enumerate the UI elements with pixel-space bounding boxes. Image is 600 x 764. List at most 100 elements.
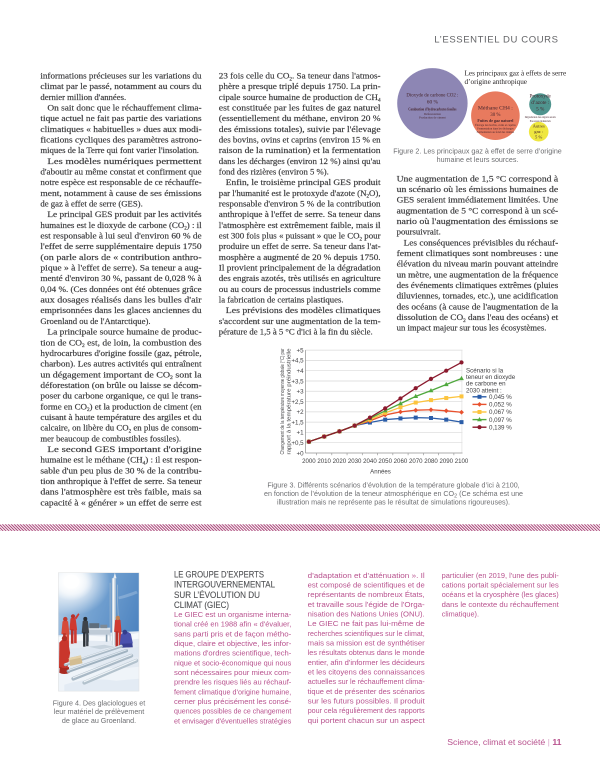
svg-text:entier, afin d'informer les dé: entier, afin d'informer les décideurs <box>308 658 425 667</box>
svg-text:est constituée par les fuites: est constituée par les fuites de gaz nat… <box>219 103 381 113</box>
svg-text:élévation du niveau marin pouv: élévation du niveau marin pouvant attein… <box>397 259 559 269</box>
svg-text:est 300 fois plus « puissant »: est 300 fois plus « puissant » que le CO… <box>219 231 381 243</box>
svg-text:fement climatique d'origine hu: fement climatique d'origine humaine, <box>174 687 291 696</box>
svg-text:Science, climat et société | 1: Science, climat et société | 11 <box>447 737 561 747</box>
svg-text:Le GIEC ne fait pas lui-même d: Le GIEC ne fait pas lui-même de <box>308 619 425 628</box>
svg-text:d'adaptation et d'atténuation: d'adaptation et d'atténuation ». Il <box>308 571 425 580</box>
svg-text:qui portent chacun sur un aspe: qui portent chacun sur un aspect <box>308 716 425 725</box>
svg-text:dique, claire et objective, le: dique, claire et objective, les infor- <box>174 639 292 648</box>
svg-text:Fermentation au fond des riziè: Fermentation au fond des rizières <box>477 131 514 134</box>
svg-text:océans et la cryosphère (les g: océans et la cryosphère (les glaces) <box>442 590 559 599</box>
svg-text:illustration mais ne représent: illustration mais ne représente pas le r… <box>277 499 510 507</box>
svg-text:miques de la Terre qui font va: miques de la Terre qui font varier l'ins… <box>40 145 199 155</box>
svg-text:un impact majeur sur tous les: un impact majeur sur tous les écosystème… <box>397 323 547 333</box>
svg-text:dernier million d'années.: dernier million d'années. <box>40 92 126 102</box>
svg-text:Protoxyde: Protoxyde <box>530 94 552 100</box>
svg-text:notre espèce est responsable d: notre espèce est responsable de ce récha… <box>40 177 201 187</box>
svg-text:dans les décharges (environ 12: dans les décharges (environ 12 %) ainsi … <box>219 156 381 166</box>
svg-text:Fermentation dans les décharge: Fermentation dans les décharges <box>477 128 513 131</box>
svg-text:2060: 2060 <box>394 458 408 465</box>
svg-text:des événements climatiques ext: des événements climatiques extrêmes (plu… <box>397 280 559 290</box>
svg-text:des émissions totales), suivie: des émissions totales), suivie par l'éle… <box>219 124 381 134</box>
svg-text:Production de ciment: Production de ciment <box>419 116 446 120</box>
svg-text:cerner plus précisément les co: cerner plus précisément les consé- <box>174 697 292 706</box>
svg-text:Fuites de gaz naturel: Fuites de gaz naturel <box>477 119 514 123</box>
svg-text:0,045 %: 0,045 % <box>489 394 512 401</box>
svg-text:Années: Années <box>370 469 391 476</box>
svg-text:leur matériel de prélèvement: leur matériel de prélèvement <box>54 708 145 716</box>
svg-text:cipale source humaine de produ: cipale source humaine de production de C… <box>219 92 381 104</box>
svg-text:Méthane CH4 :: Méthane CH4 : <box>478 107 513 112</box>
svg-text:phère a presque triplé depuis: phère a presque triplé depuis 1750. La p… <box>219 81 381 91</box>
svg-text:de glace au Groenland.: de glace au Groenland. <box>62 717 136 725</box>
svg-text:est composé de scientifiques e: est composé de scientifiques et de <box>308 580 425 589</box>
svg-text:hydrocarbures d'origine fossil: hydrocarbures d'origine fossile (gaz, pé… <box>40 348 201 358</box>
svg-text:Le second GES important d'orig: Le second GES important d'origine <box>47 444 201 454</box>
svg-text:quences possibles de ce change: quences possibles de ce changement <box>174 707 291 716</box>
svg-text:par l'humanité est le protoxyd: par l'humanité est le protoxyde d'azote … <box>219 188 381 200</box>
svg-text:+2: +2 <box>297 409 305 416</box>
svg-text:Dégradation des engrais azotés: Dégradation des engrais azotés <box>525 116 556 119</box>
svg-text:nario où l'augmentation des ém: nario où l'augmentation des émissions se <box>397 216 559 226</box>
svg-text:menté d'environ 30 %, passant: menté d'environ 30 %, passant de 0,028 %… <box>40 273 201 283</box>
svg-text:un scénario où les émissions h: un scénario où les émissions humaines de <box>397 184 559 194</box>
svg-text:l'effet de serre supplémentair: l'effet de serre supplémentaire depuis 1… <box>40 241 202 251</box>
svg-text:nique et socio-économique qui: nique et socio-économique qui nous <box>174 658 292 667</box>
svg-text:un mètre, une augmentation de: un mètre, une augmentation de la fréquen… <box>397 269 559 279</box>
svg-text:augmentation de 5 °C correspon: augmentation de 5 °C correspond à un scé… <box>397 205 559 215</box>
svg-text:représentants de nombreux État: représentants de nombreux États, <box>308 590 425 599</box>
svg-text:teneur en dioxyde: teneur en dioxyde <box>466 374 516 381</box>
svg-text:actuelles sur le réchauffement: actuelles sur le réchauffement clima- <box>308 677 426 686</box>
svg-text:2070: 2070 <box>409 458 423 465</box>
svg-text:GES seraient immédiatement lim: GES seraient immédiatement limitées. Une <box>397 195 559 205</box>
svg-text:d'aboutir au même constat et c: d'aboutir au même constat et confirment … <box>40 167 201 177</box>
svg-text:2020: 2020 <box>333 458 347 465</box>
svg-text:Autres: Autres <box>533 123 545 128</box>
svg-text:de carbone en: de carbone en <box>466 381 506 388</box>
svg-text:poursuivrait.: poursuivrait. <box>397 227 441 237</box>
svg-text:Enfin, le troisième principal: Enfin, le troisième principal GES produi… <box>226 177 381 187</box>
svg-text:2050: 2050 <box>378 458 392 465</box>
svg-text:INTERGOUVERNEMENTAL: INTERGOUVERNEMENTAL <box>174 580 275 590</box>
svg-text:+0,5: +0,5 <box>291 440 304 447</box>
svg-text:sans parti pris et de façon mé: sans parti pris et de façon métho- <box>174 629 292 638</box>
svg-text:humaine et leurs sources.: humaine et leurs sources. <box>437 156 519 164</box>
svg-text:produire un effet de serre. Sa: produire un effet de serre. Sa teneur da… <box>219 241 381 251</box>
svg-text:2040: 2040 <box>363 458 377 465</box>
svg-text:SUR L’ÉVOLUTION DU: SUR L’ÉVOLUTION DU <box>174 590 260 600</box>
svg-text:tion anthropique à l'effet de: tion anthropique à l'effet de serre. Sa … <box>40 476 201 486</box>
svg-text:2090: 2090 <box>439 458 453 465</box>
svg-text:2030: 2030 <box>348 458 362 465</box>
svg-text:Une augmentation de 1,5 °C cor: Une augmentation de 1,5 °C correspond à <box>397 173 559 183</box>
svg-text:2000: 2000 <box>302 458 316 465</box>
svg-text:humaines est le dioxyde de car: humaines est le dioxyde de carbone (CO 2)… <box>40 220 202 232</box>
svg-text:L’ESSENTIEL DU COURS: L’ESSENTIEL DU COURS <box>434 35 558 46</box>
svg-text:Dioxyde de carbone CO2 :: Dioxyde de carbone CO2 : <box>406 93 458 99</box>
svg-text:et envisager d'éventuelles str: et envisager d'éventuelles stratégies <box>174 716 292 725</box>
svg-text:Figure 4. Des glaciologues et: Figure 4. Des glaciologues et <box>53 699 145 707</box>
svg-text:0,052 %: 0,052 % <box>489 402 512 409</box>
svg-text:fications cycliques des paramè: fications cycliques des paramètres astro… <box>40 135 201 145</box>
svg-text:mations d'ordres scientifique,: mations d'ordres scientifique, tech- <box>174 649 292 658</box>
svg-text:30 %: 30 % <box>490 113 500 118</box>
svg-text:mer beaucoup de combustibles f: mer beaucoup de combustibles fossiles). <box>40 433 181 443</box>
svg-text:pérature de 1,5 à 5 °C d'ici à: pérature de 1,5 à 5 °C d'ici à la fin du… <box>219 327 373 337</box>
svg-text:Il provient principalement de: Il provient principalement de la dégrada… <box>219 263 381 273</box>
svg-text:fement climatiques sont nombre: fement climatiques sont nombreuses : une <box>397 248 559 258</box>
svg-text:mosphère a augmenté de 20 % de: mosphère a augmenté de 20 % depuis 1750. <box>219 252 381 262</box>
svg-text:des engrais azotés, très utili: des engrais azotés, très utilisés en agr… <box>219 273 381 283</box>
svg-text:climatique).: climatique). <box>442 609 479 618</box>
svg-text:d’origine anthropique: d’origine anthropique <box>465 78 527 86</box>
svg-text:60 %: 60 % <box>427 100 439 106</box>
svg-text:LE GROUPE D’EXPERTS: LE GROUPE D’EXPERTS <box>174 569 264 579</box>
svg-text:ou au cours de processus indus: ou au cours de processus industriels com… <box>219 284 381 294</box>
svg-text:humaine est le méthane (CH4) :: humaine est le méthane (CH 4) : il est re… <box>40 455 201 467</box>
svg-text:+0: +0 <box>297 450 305 457</box>
svg-text:Les principaux gaz à effets de: Les principaux gaz à effets de serre <box>465 70 567 78</box>
svg-text:cuisant à haute température de: cuisant à haute température des argiles … <box>40 412 202 422</box>
svg-text:sable d'un peu plus de 30 % de: sable d'un peu plus de 30 % de la contri… <box>40 465 201 475</box>
svg-text:poser du carbone organique, ce: poser du carbone organique, ce qui le tr… <box>40 391 201 401</box>
svg-text:Les prévisions des modèles cli: Les prévisions des modèles climatiques <box>226 305 381 315</box>
svg-text:climatiques « habituelles » du: climatiques « habituelles » dues aux mod… <box>40 124 201 134</box>
svg-text:CLIMAT (GIEC): CLIMAT (GIEC) <box>174 600 229 610</box>
